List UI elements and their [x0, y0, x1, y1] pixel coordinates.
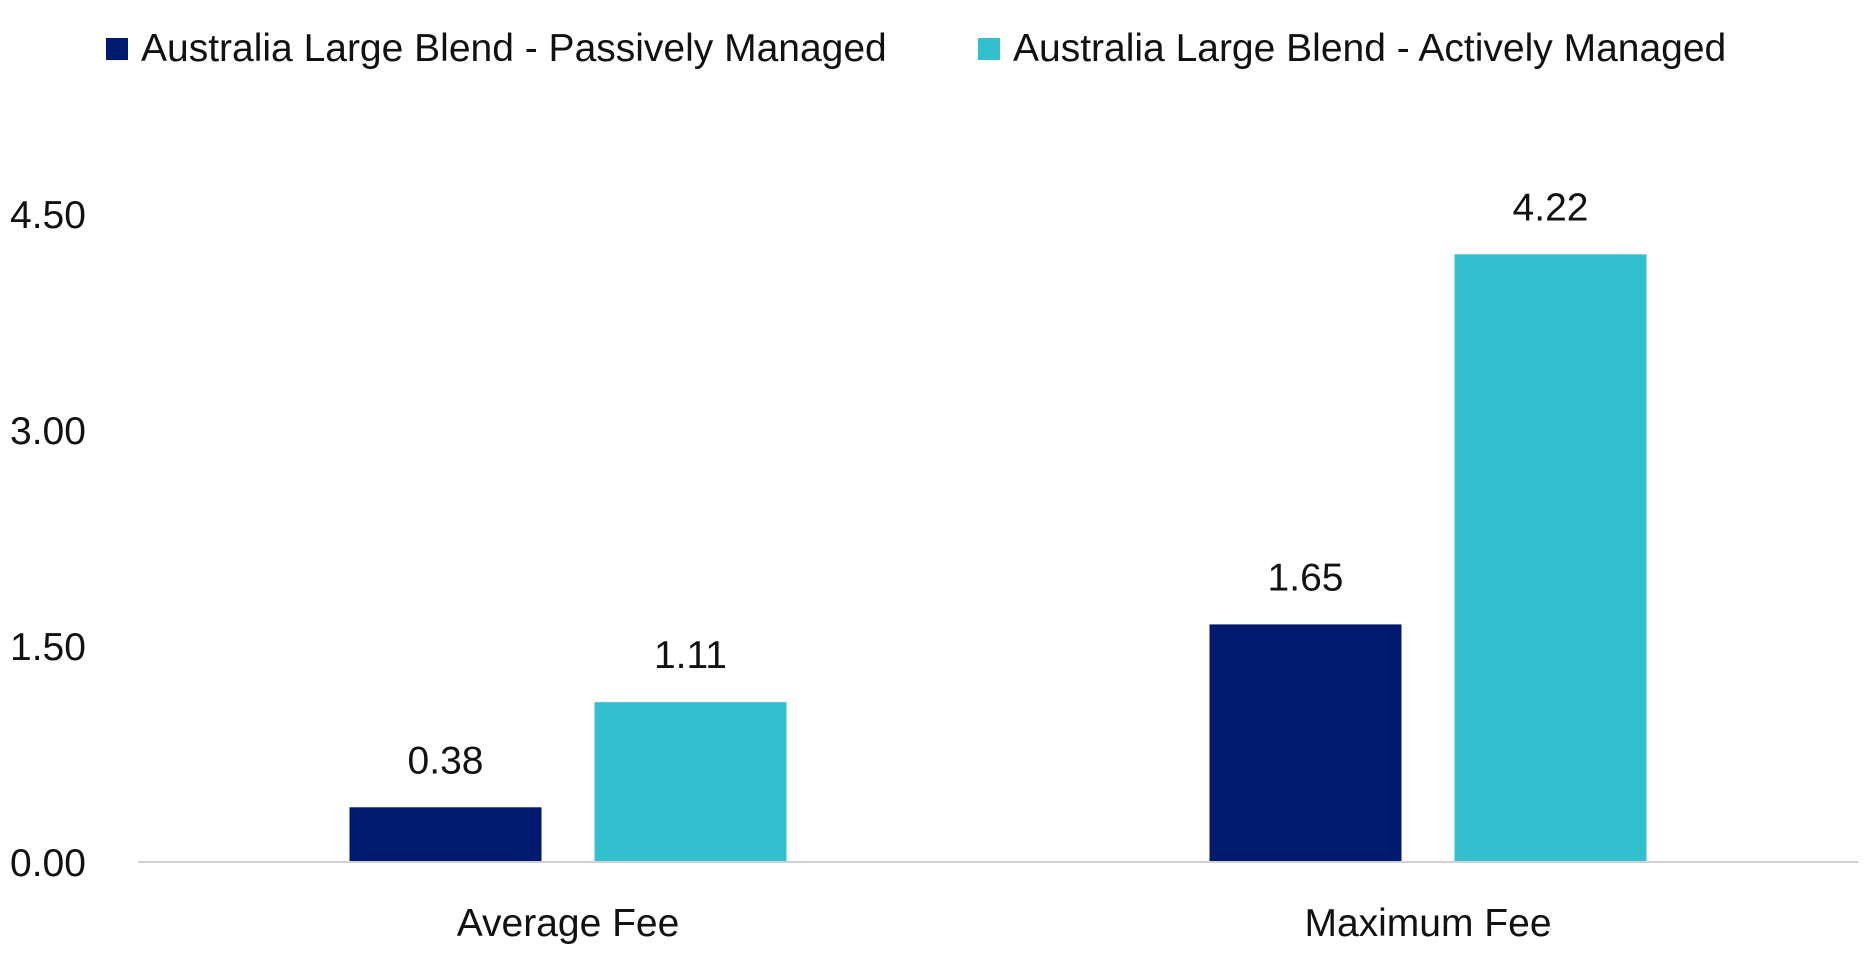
data-label: 1.65: [1268, 556, 1344, 599]
y-tick-label: 0.00: [10, 842, 86, 885]
bar-active-average: [594, 702, 787, 862]
y-tick-label: 3.00: [10, 410, 86, 453]
bar-passive-average: [349, 807, 542, 862]
bar-passive-maximum: [1209, 624, 1402, 862]
y-tick-label: 1.50: [10, 626, 86, 669]
x-category-label: Average Fee: [457, 902, 680, 945]
y-axis: 0.00 1.50 3.00 4.50: [10, 194, 86, 885]
data-label: 4.22: [1513, 186, 1589, 229]
y-tick-label: 4.50: [10, 194, 86, 237]
legend-swatch-2: [978, 38, 1000, 60]
legend-label-1: Australia Large Blend - Passively Manage…: [141, 27, 887, 70]
bar-active-maximum: [1454, 254, 1647, 862]
legend-swatch-1: [106, 38, 128, 60]
data-labels: 0.38 1.11 1.65 4.22: [408, 186, 1589, 782]
legend: Australia Large Blend - Passively Manage…: [106, 27, 1726, 70]
legend-label-2: Australia Large Blend - Actively Managed: [1013, 27, 1726, 70]
bars: [349, 254, 1647, 862]
x-axis: Average Fee Maximum Fee: [138, 861, 1858, 945]
data-label: 1.11: [654, 634, 727, 677]
x-category-label: Maximum Fee: [1304, 902, 1551, 945]
data-label: 0.38: [408, 739, 484, 782]
